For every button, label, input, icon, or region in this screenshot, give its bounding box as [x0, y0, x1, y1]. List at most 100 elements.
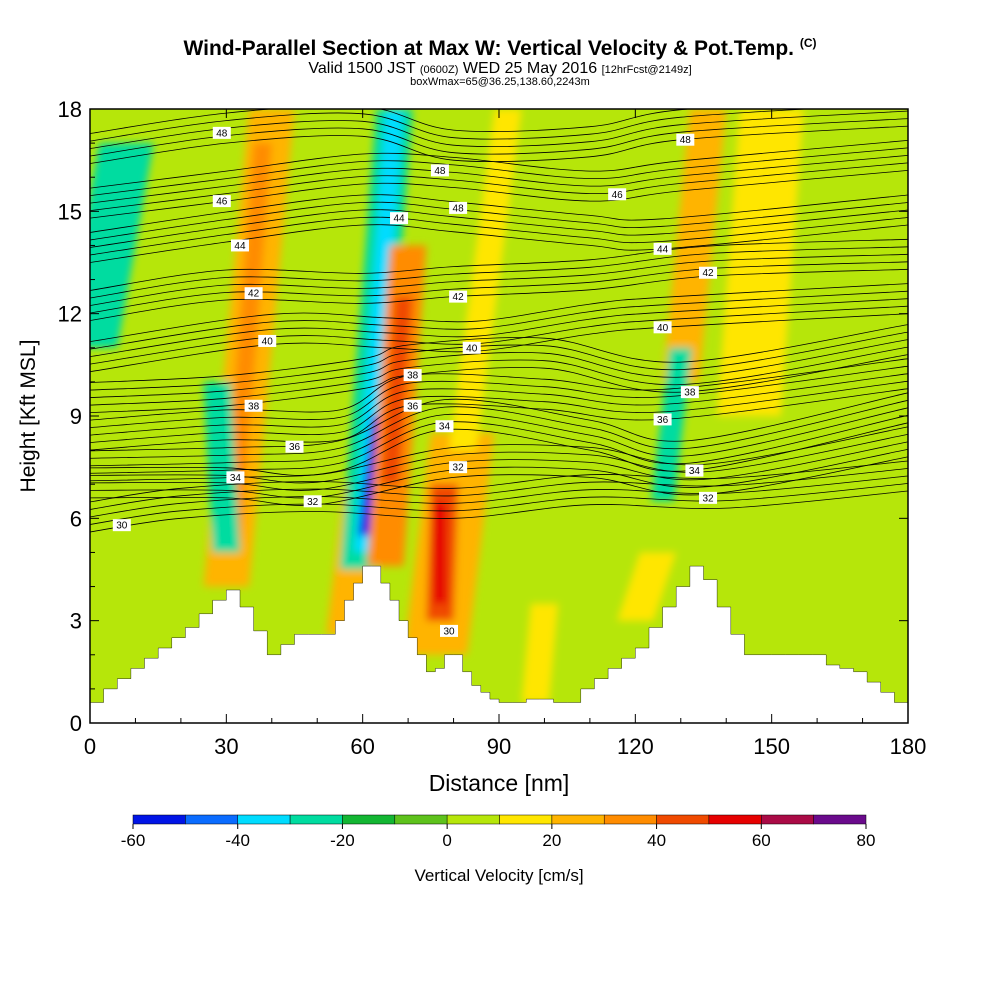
isentrope-38: [90, 354, 908, 413]
isentrope-label-bg: [608, 188, 627, 201]
velocity-band-11: [433, 501, 447, 604]
x-tick-label: 120: [617, 734, 654, 759]
y-axis-label: Height [Kft MSL]: [17, 340, 40, 493]
isentrope-label-42: 42: [244, 287, 263, 300]
x-tick-label: 150: [753, 734, 790, 759]
isentrope-label-text: 32: [307, 497, 319, 508]
isentrope-label-text: 30: [116, 521, 128, 532]
isentrope-label-bg: [699, 266, 718, 279]
colorbar-tick-label: 20: [542, 831, 561, 850]
isentrope-label-text: 38: [248, 401, 260, 412]
y-tick-label: 9: [70, 404, 82, 429]
isentrope-label-32: 32: [449, 461, 468, 474]
colorbar-tick-label: 0: [442, 831, 451, 850]
isentrope-label-bg: [449, 201, 468, 214]
isentrope-label-32: 32: [303, 495, 322, 508]
isentrope-46-2: [90, 155, 908, 204]
isentrope-label-44: 44: [653, 242, 672, 255]
isentrope-label-text: 48: [216, 128, 228, 139]
isentrope-label-bg: [435, 420, 454, 433]
colorbar-bin: [603, 814, 657, 825]
isentrope-label-text: 36: [289, 442, 301, 453]
isentrope-label-42: 42: [449, 290, 468, 303]
isentrope-label-36: 36: [403, 399, 422, 412]
colorbar-bin: [499, 814, 553, 825]
y-tick-label: 0: [70, 711, 82, 736]
isentrope-label-text: 42: [248, 289, 260, 300]
colorbar-tick-label: 60: [752, 831, 771, 850]
isentrope-label-bg: [685, 464, 704, 477]
isentrope-38-3: [90, 331, 908, 391]
colorbar-tick-label: 80: [857, 831, 876, 850]
terrain-mask: [90, 565, 908, 723]
isentrope-40-3: [90, 290, 908, 350]
isentrope-label-bg: [112, 519, 131, 532]
isentrope-label-text: 34: [230, 473, 242, 484]
isentrope-label-bg: [226, 471, 245, 484]
isentrope-label-text: 32: [453, 463, 465, 474]
isentrope-34-4: [90, 392, 908, 452]
y-tick-label: 15: [58, 199, 82, 224]
isentrope-label-text: 30: [443, 626, 455, 637]
isentrope-40-4: [90, 283, 908, 343]
isentrope-label-text: 34: [439, 422, 451, 433]
isentrope-30-1: [90, 483, 908, 525]
velocity-band-16: [90, 143, 154, 348]
colorbar-bin: [289, 814, 343, 825]
isentrope-46-3: [90, 147, 908, 197]
isentrope-label-bg: [403, 369, 422, 382]
isentrope-label-36: 36: [285, 440, 304, 453]
x-tick-label: 60: [350, 734, 374, 759]
isentrope-36: [90, 388, 908, 451]
colorbar-bin: [708, 814, 762, 825]
x-tick-label: 180: [890, 734, 927, 759]
isentrope-label-bg: [653, 242, 672, 255]
isentrope-label-text: 46: [216, 197, 228, 208]
colorbar-bin: [656, 814, 710, 825]
chart-title-main: Wind-Parallel Section at Max W: Vertical…: [183, 37, 794, 60]
colorbar-bin: [394, 814, 448, 825]
isentrope-38-4: [90, 324, 908, 383]
colorbar-label: Vertical Velocity [cm/s]: [414, 866, 583, 885]
x-tick-label: 30: [214, 734, 238, 759]
isentrope-32-4: [90, 426, 908, 476]
isentrope-label-36: 36: [653, 413, 672, 426]
isentrope-label-bg: [303, 495, 322, 508]
isentrope-42-4: [90, 238, 908, 291]
isentrope-label-text: 42: [453, 292, 465, 303]
isentrope-36-1: [90, 380, 908, 444]
isentrope-32-3: [90, 434, 908, 484]
isentrope-label-text: 48: [680, 135, 692, 146]
isentrope-label-bg: [653, 413, 672, 426]
isentrope-36-2: [90, 373, 908, 436]
velocity-band-17: [521, 603, 559, 703]
isentrope-38-1: [90, 346, 908, 406]
isentrope-42-2: [90, 253, 908, 306]
colorbar-tick-label: -60: [121, 831, 146, 850]
isentrope-label-text: 44: [657, 244, 669, 255]
isentrope-label-bg: [430, 164, 449, 177]
x-tick-label: 90: [487, 734, 511, 759]
valid-time-utc: (0600Z): [419, 64, 459, 76]
isentrope-44: [90, 224, 908, 263]
isentrope-48: [90, 125, 908, 164]
isentrope-label-text: 44: [393, 214, 405, 225]
isentrope-label-text: 36: [657, 415, 669, 426]
isentrope-label-text: 36: [407, 401, 419, 412]
isentrope-label-bg: [449, 290, 468, 303]
isentrope-30-4: [90, 460, 908, 503]
isentrope-label-bg: [230, 239, 249, 252]
isentrope-label-48: 48: [212, 126, 231, 139]
velocity-band-12: [449, 109, 522, 451]
isentrope-label-bg: [462, 341, 481, 354]
colorbar-bin: [446, 814, 500, 825]
isentrope-label-48: 48: [449, 201, 468, 214]
isentrope-label-34: 34: [226, 471, 245, 484]
colorbar-bin: [342, 814, 396, 825]
isentrope-label-38: 38: [244, 399, 263, 412]
isentrope-46-1: [90, 162, 908, 212]
isentrope-label-text: 32: [702, 493, 714, 504]
isentrope-label-bg: [212, 126, 231, 139]
isentrope-label-bg: [680, 386, 699, 399]
